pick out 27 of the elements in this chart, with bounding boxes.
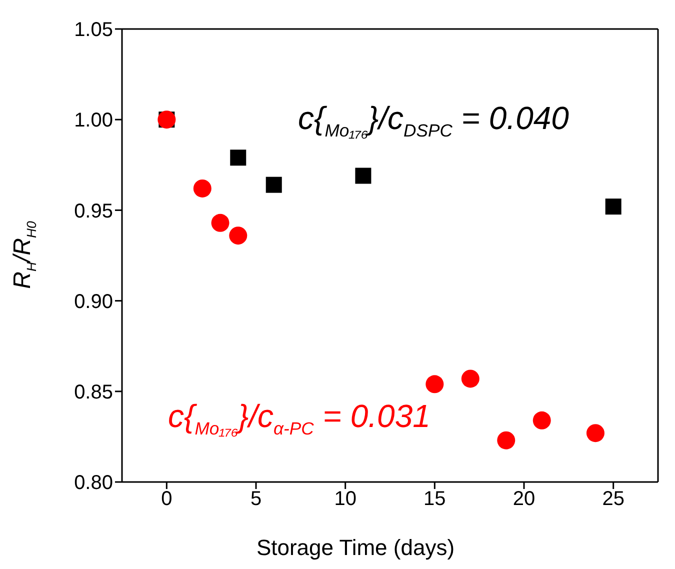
y-tick-label: 1.00 — [74, 110, 113, 132]
y-tick-label: 1.05 — [74, 19, 113, 42]
x-tick-label: 15 — [424, 488, 446, 510]
point — [426, 375, 444, 394]
y-tick-label: 0.80 — [74, 472, 113, 494]
point — [532, 411, 551, 430]
point — [266, 176, 282, 193]
x-tick-label: 5 — [250, 488, 262, 510]
point — [605, 198, 622, 215]
x-axis-title: Storage Time (days) — [255, 535, 456, 561]
point — [211, 214, 230, 232]
series-label: c{$_{Mo₁₇₆}$}/c$_{α-PC}$ = 0.031 — [168, 398, 430, 440]
point — [193, 179, 212, 198]
x-tick-label: 25 — [602, 488, 624, 510]
series-label: c{$_{Mo₁₇₆}$}/c$_{DSPC}$ = 0.040 — [298, 100, 569, 142]
x-tick-label: 0 — [161, 488, 172, 510]
point — [461, 370, 480, 388]
y-tick-label: 0.85 — [74, 382, 113, 404]
y-tick-label: 0.95 — [74, 200, 113, 222]
point — [497, 431, 516, 450]
x-tick-label: 20 — [512, 488, 536, 510]
point — [230, 150, 246, 166]
point — [229, 226, 248, 245]
point — [355, 168, 372, 184]
y-tick-label: 0.90 — [74, 290, 113, 313]
point — [586, 424, 604, 442]
x-tick-label: 10 — [334, 488, 356, 510]
